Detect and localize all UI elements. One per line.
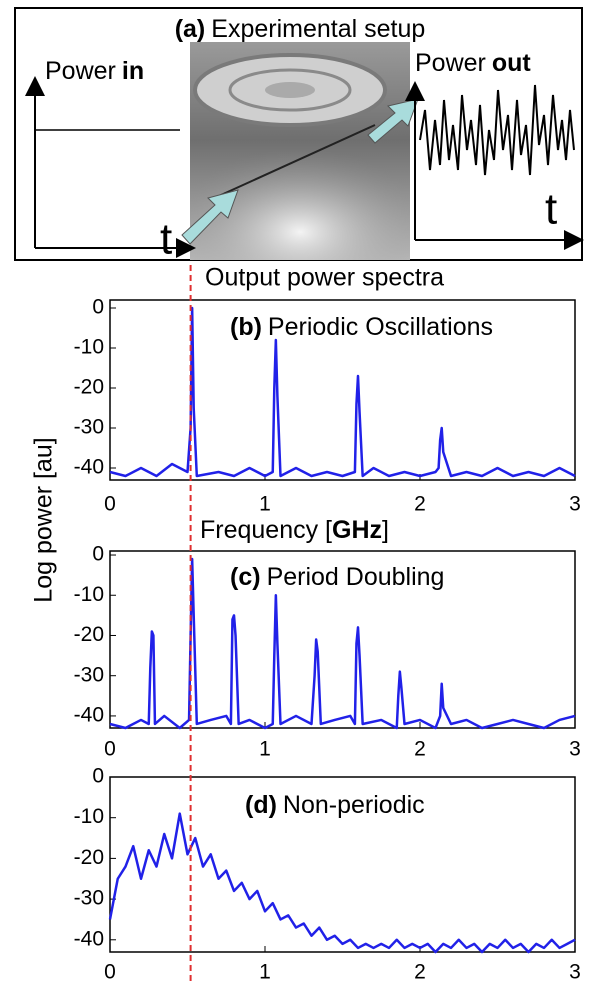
y-tick-label: -40 <box>74 456 104 479</box>
x-axis-label: Frequency [GHz] <box>200 516 389 544</box>
time-label: t <box>160 215 172 264</box>
x-tick-label: 3 <box>569 493 581 516</box>
panel-label: (b) <box>230 313 262 341</box>
x-tick-label: 1 <box>259 961 271 984</box>
spectrum-line <box>109 557 576 730</box>
y-tick-label: -30 <box>74 663 104 686</box>
y-tick-label: -40 <box>74 703 104 726</box>
resonator-cone <box>190 120 410 260</box>
y-tick-label: -20 <box>74 376 104 399</box>
x-tick-label: 1 <box>259 493 271 516</box>
power-in: in <box>122 57 144 85</box>
y-tick-label: -20 <box>74 623 104 646</box>
x-tick-label: 3 <box>569 738 581 761</box>
panel-name: Non-periodic <box>283 791 425 819</box>
y-tick-label: -30 <box>74 416 104 439</box>
y-tick-label: 0 <box>92 765 104 788</box>
panel-a: (a) Experimental setup Power in Power out t… <box>14 7 584 264</box>
spectra: 0-10-20-30-400 1 2 3(b) Periodic Oscillation… <box>30 264 581 985</box>
x-tick-label: 2 <box>414 738 426 761</box>
output-arrow <box>367 98 419 144</box>
power-out-label: Power out <box>415 49 531 77</box>
y-tick-label: -20 <box>74 846 104 869</box>
plot-frame <box>109 299 576 481</box>
panel-annotation: (b) Periodic Oscillations <box>230 313 493 341</box>
x-tick-label: 0 <box>104 961 116 984</box>
time-label: t <box>545 185 557 234</box>
power-in-label: Power in <box>45 57 144 85</box>
x-tick-label: 3 <box>569 961 581 984</box>
x-tick-label: 0 <box>104 738 116 761</box>
x-label-unit: GHz <box>332 516 382 544</box>
power-out: out <box>492 49 532 77</box>
x-tick-label: 2 <box>414 493 426 516</box>
plot-frame <box>109 776 576 953</box>
spectrum-line <box>108 812 576 954</box>
panel-annotation: (d) Non-periodic <box>245 791 425 819</box>
y-axis-label: Log power [au] <box>30 437 58 602</box>
plot-frame <box>109 550 576 729</box>
panel-title: Experimental setup <box>211 15 425 43</box>
fiber <box>209 124 376 201</box>
power-word: Power <box>45 57 116 85</box>
out-signal <box>419 84 575 176</box>
spectrum-line <box>109 306 576 478</box>
y-tick-label: -10 <box>74 805 104 828</box>
panel-label: (c) <box>230 563 261 591</box>
y-tick-label: -30 <box>74 887 104 910</box>
x-tick-label: 0 <box>104 493 116 516</box>
y-tick-label: 0 <box>92 296 104 319</box>
panel-label: (a) <box>175 15 206 43</box>
panel-label: (d) <box>245 791 277 819</box>
x-label-end: ] <box>382 516 389 544</box>
y-tick-label: -10 <box>74 583 104 606</box>
panel-name: Period Doubling <box>267 563 445 591</box>
x-label-start: Frequency [ <box>200 516 332 544</box>
panel-a-title: (a) Experimental setup <box>175 15 426 43</box>
x-tick-label: 1 <box>259 738 271 761</box>
resonator-ring <box>228 68 352 112</box>
y-tick-label: -10 <box>74 336 104 359</box>
resonator-center <box>265 82 315 98</box>
y-tick-label: -40 <box>74 927 104 950</box>
power-word: Power <box>415 49 486 77</box>
chart-title: Output power spectra <box>205 264 444 292</box>
x-tick-label: 2 <box>414 961 426 984</box>
panel-name: Periodic Oscillations <box>268 313 493 341</box>
panel-annotation: (c) Period Doubling <box>230 563 444 591</box>
y-tick-label: 0 <box>92 543 104 566</box>
